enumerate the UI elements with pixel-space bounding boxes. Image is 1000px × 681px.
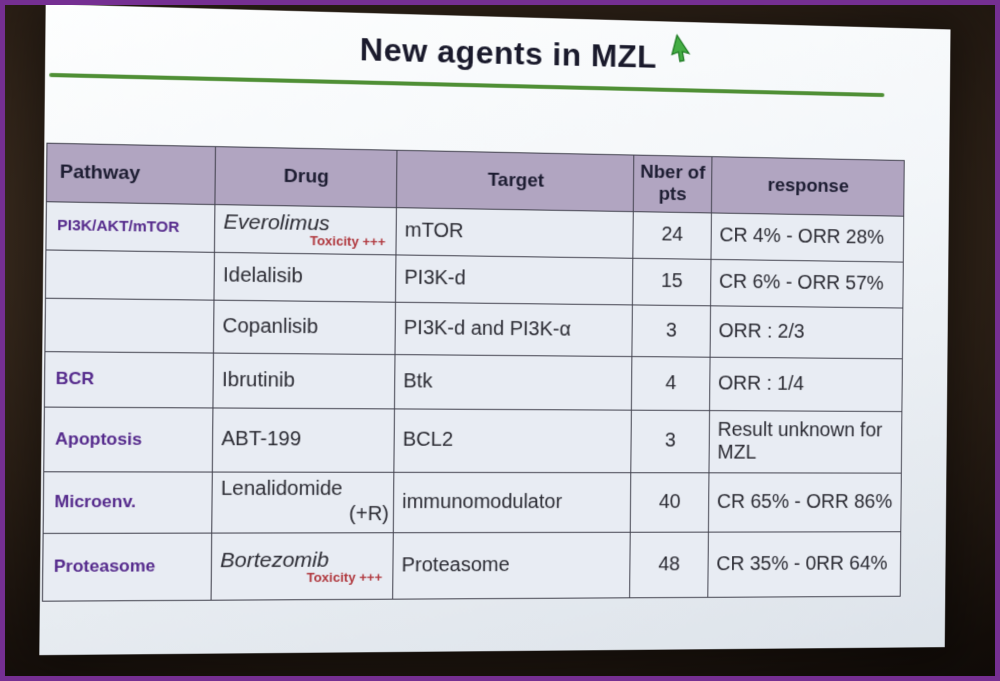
- pts-cell: 15: [632, 257, 711, 306]
- slide-title: New agents in MZL: [359, 31, 658, 75]
- presentation-slide: New agents in MZL Pathway Drug Target Nb…: [39, 5, 951, 656]
- agents-table-wrapper: Pathway Drug Target Nber of pts response…: [42, 143, 949, 602]
- target-cell: mTOR: [395, 207, 634, 258]
- target-cell: PI3K-d and PI3K-α: [394, 301, 633, 357]
- pathway-cell: [45, 249, 215, 300]
- drug-cell: Idelalisib: [213, 252, 396, 302]
- pts-cell: 3: [630, 409, 710, 473]
- table-row: Apoptosis ABT-199 BCL2 3 Result unknown …: [43, 406, 902, 473]
- column-header-pts: Nber of pts: [633, 155, 712, 213]
- drug-cell: Ibrutinib: [212, 352, 395, 409]
- drug-name: ABT-199: [221, 428, 302, 451]
- table-row: Copanlisib PI3K-d and PI3K-α 3 ORR : 2/3: [44, 297, 903, 359]
- pts-cell: 24: [632, 211, 712, 260]
- target-cell: BCL2: [393, 408, 632, 473]
- drug-cell: Lenalidomide (+R): [211, 471, 394, 533]
- target-cell: immunomodulator: [393, 472, 631, 533]
- drug-cell: Bortezomib Toxicity +++: [211, 532, 394, 600]
- drug-name: Copanlisib: [222, 314, 319, 338]
- drug-name: Ibrutinib: [221, 368, 296, 392]
- pathway-cell: Proteasome: [42, 532, 212, 601]
- drug-cell: ABT-199: [212, 407, 395, 473]
- response-cell: CR 65% - ORR 86%: [708, 472, 902, 532]
- drug-name: Idelalisib: [222, 264, 303, 288]
- pathway-cell: BCR: [44, 351, 214, 408]
- mouse-cursor-icon: [668, 33, 696, 66]
- pts-cell: 3: [631, 304, 711, 357]
- photo-background: New agents in MZL Pathway Drug Target Nb…: [5, 5, 995, 676]
- column-header-target: Target: [396, 150, 634, 212]
- pathway-cell: PI3K/AKT/mTOR: [45, 201, 215, 253]
- column-header-pathway: Pathway: [46, 143, 216, 205]
- table-row: Microenv. Lenalidomide (+R) immunomodula…: [43, 471, 902, 534]
- target-cell: PI3K-d: [395, 254, 633, 305]
- table-row: Proteasome Bortezomib Toxicity +++ Prote…: [42, 531, 901, 601]
- pts-cell: 40: [630, 472, 709, 532]
- pts-cell: 4: [631, 356, 711, 411]
- response-cell: ORR : 1/4: [709, 356, 903, 412]
- drug-cell: Copanlisib: [213, 299, 396, 355]
- response-cell: Result unknown for MZL: [708, 410, 902, 473]
- target-cell: Btk: [394, 354, 632, 410]
- column-header-drug: Drug: [214, 146, 397, 208]
- response-cell: CR 4% - ORR 28%: [710, 212, 904, 262]
- response-cell: CR 6% - ORR 57%: [710, 259, 904, 308]
- response-cell: CR 35% - 0RR 64%: [707, 531, 901, 598]
- response-cell: ORR : 2/3: [710, 305, 903, 359]
- drug-cell: Everolimus Toxicity +++: [214, 204, 397, 255]
- pathway-cell: [44, 297, 214, 353]
- agents-table: Pathway Drug Target Nber of pts response…: [42, 143, 905, 602]
- pathway-cell: Microenv.: [43, 471, 213, 534]
- pathway-cell: Apoptosis: [43, 406, 213, 472]
- drug-combination-note: (+R): [348, 503, 390, 526]
- target-cell: Proteasome: [392, 531, 631, 599]
- column-header-response: response: [711, 156, 905, 216]
- pts-cell: 48: [629, 531, 709, 598]
- drug-name: Lenalidomide: [220, 477, 343, 501]
- table-row: BCR Ibrutinib Btk 4 ORR : 1/4: [44, 351, 903, 412]
